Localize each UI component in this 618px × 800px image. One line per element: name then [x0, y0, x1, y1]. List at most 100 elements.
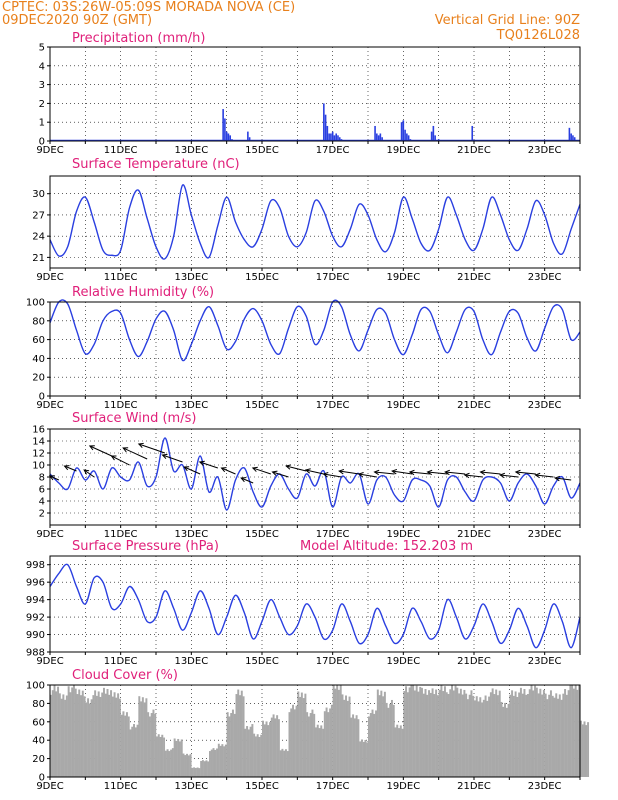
wind-vector-head [554, 475, 561, 482]
cloud-cover-bar [345, 695, 347, 777]
cloud-cover-bar [551, 695, 554, 777]
wind-vector [221, 467, 236, 475]
cloud-cover-bar [542, 689, 545, 777]
cloud-cover-bar [230, 713, 233, 777]
cloud-cover-bar [154, 713, 157, 777]
cloud-cover-bar [60, 698, 63, 777]
wind-xtick-label: 15DEC [245, 529, 279, 540]
wind-vector [83, 469, 95, 478]
cloud-cover-bar [184, 755, 187, 777]
cloud-cover-bar [505, 707, 508, 777]
cloud-cover-bar [318, 728, 321, 777]
pressure-subtitle: Model Altitude: 152.203 m [300, 539, 473, 554]
cloud-cover-bar [368, 716, 370, 777]
cloud-cover-bar [330, 704, 333, 777]
precipitation-bar [227, 133, 230, 141]
cloud-cover-bar [76, 694, 79, 777]
cloud-cover-bar [366, 742, 369, 777]
cloud-cover-bar [403, 691, 406, 777]
cloud-cover-bar [424, 689, 427, 777]
pressure-ytick-label: 992 [26, 613, 45, 624]
cloud-cover-bar [504, 702, 506, 777]
temperature-xtick-label: 13DEC [174, 272, 208, 283]
cloud-cover-bar [219, 745, 222, 777]
cloud-cover-xtick-label: 21DEC [457, 781, 491, 792]
cloud-cover-bar [353, 718, 356, 777]
cloud-cover-bar [436, 695, 439, 777]
cloud-cover-bar [187, 755, 190, 777]
cloud-cover-bar [62, 694, 65, 777]
cloud-cover-bar [166, 749, 169, 777]
cloud-cover-bar [256, 734, 259, 777]
wind-vector [199, 461, 218, 469]
cloud-cover-bar [163, 737, 166, 777]
humidity-xtick-label: 13DEC [174, 400, 208, 411]
cloud-cover-bar [231, 709, 234, 777]
cloud-cover-bar [548, 694, 551, 777]
cloud-cover-bar [489, 692, 492, 777]
wind-vector-head [479, 469, 486, 476]
precipitation-ytick-label: 0 [39, 137, 45, 148]
cloud-cover-bar [235, 694, 238, 777]
cloud-cover-bar [249, 726, 252, 777]
header-date: 09DEC2020 90Z (GMT) [2, 13, 152, 28]
cloud-cover-bar [94, 690, 97, 777]
cloud-cover-bar [216, 748, 219, 777]
cloud-cover-bar [390, 699, 393, 777]
humidity-ytick-label: 60 [32, 335, 45, 346]
precipitation-bar [404, 129, 406, 141]
cloud-cover-bar [120, 714, 123, 777]
cloud-cover-bar [108, 694, 111, 777]
cloud-cover-bar [186, 753, 188, 777]
cloud-cover-bar [387, 707, 390, 777]
cloud-cover-bar [373, 713, 376, 777]
cloud-cover-bar [336, 685, 339, 777]
precipitation-ytick-label: 2 [39, 99, 45, 110]
cloud-cover-bar [360, 739, 363, 777]
humidity-series-line [49, 299, 581, 362]
wind-vector [427, 471, 448, 475]
cloud-cover-bar [111, 696, 114, 777]
humidity-xtick-label: 21DEC [457, 400, 491, 411]
cloud-cover-bar [537, 693, 540, 777]
cloud-cover-bar [484, 695, 487, 777]
precipitation-bar [374, 125, 376, 141]
cloud-cover-bar [315, 727, 317, 777]
cloud-cover-bar [306, 712, 309, 777]
cloud-cover-bar [85, 702, 88, 777]
cloud-cover-bar [587, 722, 590, 777]
cloud-cover-bar [58, 693, 61, 777]
wind-vector [535, 474, 554, 478]
cloud-cover-ytick-label: 80 [32, 699, 45, 710]
cloud-cover-bar [304, 693, 307, 777]
pressure-panel: 988 990 992 994 996 998 9DEC 11DEC 13DEC 15DEC 17D… [26, 539, 581, 667]
wind-vector-head [338, 468, 345, 475]
precipitation-bar [379, 133, 382, 141]
cloud-cover-bar [281, 748, 284, 777]
wind-vector-head [251, 466, 258, 472]
humidity-ytick-label: 0 [39, 392, 45, 403]
cloud-cover-bar [302, 698, 305, 777]
pressure-xtick-label: 21DEC [457, 656, 491, 667]
cloud-cover-bar [178, 741, 181, 777]
cloud-cover-bar [398, 728, 400, 777]
precipitation-bar [376, 133, 378, 141]
wind-vector-head [240, 477, 247, 483]
temperature-frame [49, 175, 581, 269]
cloud-cover-bar [196, 767, 199, 777]
cloud-cover-bar [433, 694, 436, 777]
wind-vector [358, 473, 377, 478]
cloud-cover-bar [147, 712, 150, 777]
cloud-cover-bar [466, 699, 469, 777]
cloud-cover-bar [104, 693, 107, 777]
cloud-cover-bar [541, 694, 544, 777]
precipitation-title: Precipitation (mm/h) [72, 31, 205, 46]
temperature-title: Surface Temperature (nC) [72, 157, 240, 172]
cloud-cover-xtick-label: 11DEC [104, 781, 138, 792]
cloud-cover-bar [325, 707, 328, 777]
cloud-cover-bar [307, 716, 310, 777]
cloud-cover-bar [479, 697, 482, 777]
cloud-cover-bar [385, 702, 388, 777]
cloud-cover-bar [415, 685, 418, 777]
cloud-cover-bar [260, 734, 263, 777]
